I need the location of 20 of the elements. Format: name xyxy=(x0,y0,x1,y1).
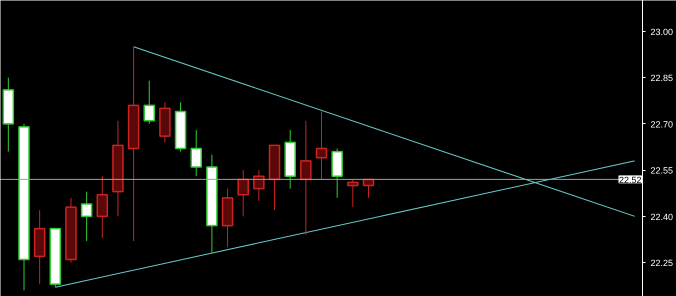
candlestick xyxy=(80,191,92,242)
y-tick-label: 23.00 xyxy=(650,26,674,37)
candlestick xyxy=(34,210,46,285)
candlestick xyxy=(300,120,312,236)
candlestick xyxy=(96,176,108,238)
candlestick xyxy=(284,130,296,190)
candlestick xyxy=(190,130,202,177)
candlestick xyxy=(112,120,124,217)
y-tick-label: 22.70 xyxy=(650,119,674,130)
y-tick-label: 22.25 xyxy=(650,258,674,268)
y-tick-label: 22.85 xyxy=(650,73,674,84)
y-tick-label: 22.55 xyxy=(650,166,674,176)
candlestick xyxy=(128,46,140,242)
ref-line-label: 22.52 xyxy=(618,174,642,185)
y-tick-label: 22.40 xyxy=(650,212,674,222)
candlestick xyxy=(237,170,249,217)
candlestick xyxy=(2,77,14,152)
candlestick xyxy=(206,154,218,254)
candlestick xyxy=(316,111,328,180)
candlestick xyxy=(222,188,234,248)
